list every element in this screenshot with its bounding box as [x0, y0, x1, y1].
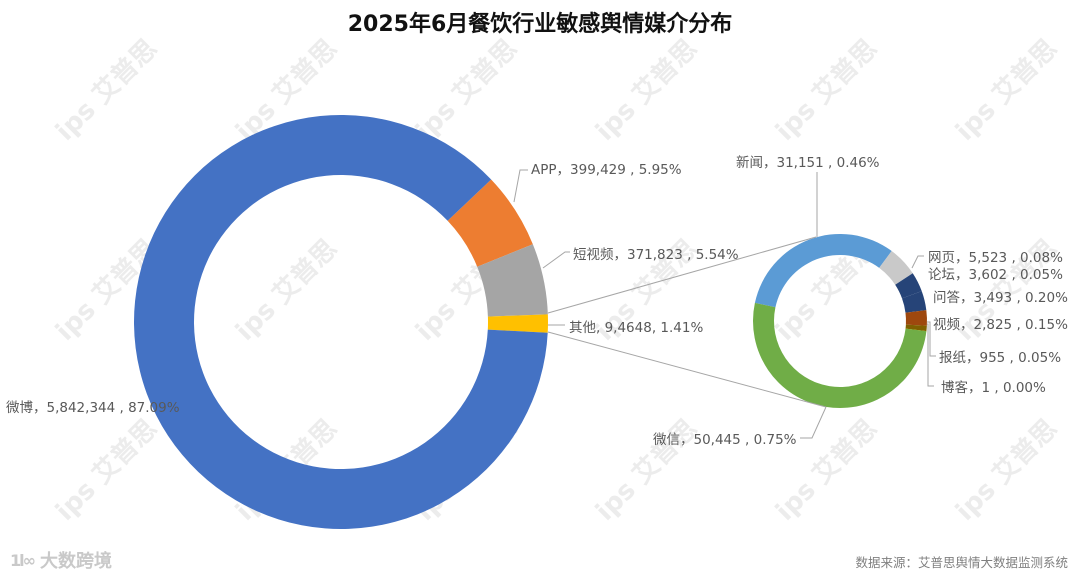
connector-top — [547, 236, 817, 314]
label-qa: 问答，3,493 , 0.20% — [933, 290, 1068, 306]
slice-newspaper — [905, 324, 927, 332]
label-blog: 博客，1 , 0.00% — [941, 380, 1046, 396]
brand-name: 大数跨境 — [39, 551, 112, 572]
leader-wechat — [800, 406, 827, 439]
leader-newspaper — [927, 321, 936, 357]
slice-news — [754, 234, 892, 308]
brand-logo: 1l∞ 大数跨境 — [10, 547, 112, 573]
label-other: 其他, 9,4648, 1.41% — [569, 320, 704, 336]
label-forum: 论坛，3,602 , 0.05% — [928, 267, 1063, 283]
label-app: APP，399,429 , 5.95% — [531, 162, 682, 178]
chart-title: 2025年6月餐饮行业敏感舆情媒介分布 — [347, 12, 733, 37]
label-short-video: 短视频，371,823 , 5.54% — [573, 247, 739, 263]
brand-mark-icon: 1l∞ — [10, 550, 36, 570]
primary-donut — [134, 114, 548, 529]
slice-wechat — [752, 302, 927, 409]
label-news: 新闻，31,151 , 0.46% — [736, 155, 880, 171]
leader-lines — [513, 169, 936, 439]
leader-short-video — [542, 251, 570, 269]
leader-web — [911, 255, 924, 269]
slice-short-video — [477, 244, 548, 317]
label-wechat: 微信，50,445 , 0.75% — [653, 432, 797, 448]
label-newspaper: 报纸，955 , 0.05% — [939, 350, 1062, 366]
slice-forum — [895, 273, 922, 299]
slice-weibo — [134, 114, 548, 529]
label-weibo: 微博，5,842,344 , 87.09% — [6, 400, 180, 416]
slice-web — [879, 251, 913, 285]
label-web: 网页，5,523 , 0.08% — [928, 250, 1063, 266]
slice-other — [487, 314, 548, 333]
label-video: 视频，2,825 , 0.15% — [933, 317, 1068, 333]
slice-qa — [902, 291, 927, 313]
connector-bottom — [547, 331, 827, 408]
leader-blog — [927, 323, 934, 387]
leader-app — [513, 169, 528, 203]
slice-app — [447, 179, 533, 267]
secondary-donut — [752, 234, 927, 409]
slice-video — [905, 310, 927, 326]
data-source-note: 数据来源：艾普思舆情大数据监测系统 — [855, 555, 1068, 570]
